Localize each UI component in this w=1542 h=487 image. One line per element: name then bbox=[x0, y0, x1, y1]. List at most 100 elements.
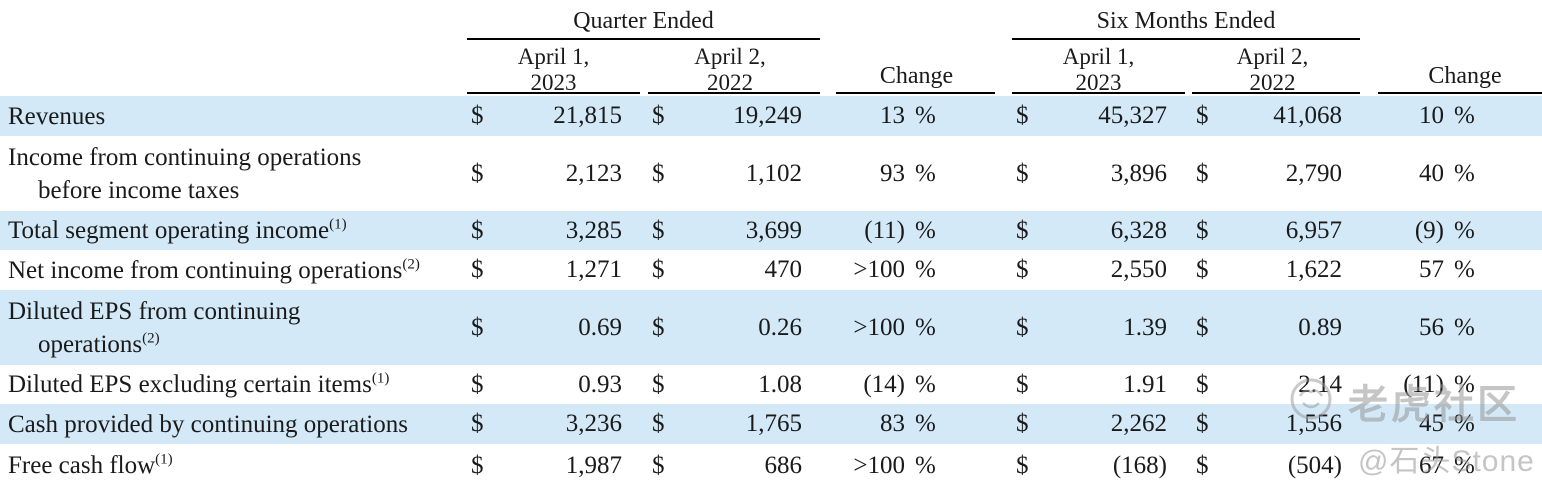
table-row: Diluted EPS excluding certain items(1) $… bbox=[0, 365, 1542, 404]
dollar-sign: $ bbox=[471, 451, 484, 479]
column-group-title: Six Months Ended bbox=[1096, 8, 1276, 34]
column-header-change: Change bbox=[879, 63, 954, 89]
dollar-sign: $ bbox=[471, 313, 484, 341]
dollar-sign: $ bbox=[1196, 256, 1209, 283]
table-row: Revenues $21,815 $19,249 13% $45,327 $41… bbox=[0, 96, 1542, 136]
value-quarter-change: 13% bbox=[838, 96, 995, 136]
dollar-sign: $ bbox=[1016, 451, 1029, 479]
column-rule bbox=[1012, 92, 1185, 94]
dollar-sign: $ bbox=[1196, 102, 1209, 129]
dollar-sign: $ bbox=[1016, 159, 1029, 187]
dollar-sign: $ bbox=[1196, 410, 1209, 437]
percent-sign: % bbox=[915, 370, 936, 398]
dollar-sign: $ bbox=[471, 159, 484, 187]
value-quarter-change: (11)% bbox=[838, 211, 995, 250]
dollar-sign: $ bbox=[1016, 102, 1029, 129]
value-quarter-change: 93% bbox=[838, 136, 995, 211]
value-sixmonths-2022: $1,622 bbox=[1196, 256, 1342, 283]
column-rule bbox=[1192, 92, 1360, 94]
value-sixmonths-2022: $41,068 bbox=[1196, 102, 1342, 129]
dollar-sign: $ bbox=[471, 370, 484, 398]
percent-sign: % bbox=[915, 102, 936, 129]
value-quarter-change: >100% bbox=[838, 290, 995, 365]
value-quarter-2022: $3,699 bbox=[652, 216, 802, 244]
value-sixmonths-change: 40% bbox=[1380, 136, 1534, 211]
value-quarter-change: 83% bbox=[838, 404, 995, 444]
value-quarter-change: (14)% bbox=[838, 365, 995, 404]
row-label: Diluted EPS from continuing operations(2… bbox=[8, 297, 301, 358]
dollar-sign: $ bbox=[1016, 410, 1029, 437]
value-sixmonths-2022: $2,790 bbox=[1196, 159, 1342, 187]
value-sixmonths-change: 57% bbox=[1380, 250, 1534, 290]
value-sixmonths-2022: $ (504) bbox=[1196, 451, 1342, 479]
watermark-user-handle: @石头Stone bbox=[1358, 445, 1535, 478]
dollar-sign: $ bbox=[652, 216, 665, 244]
column-rule bbox=[467, 92, 640, 94]
percent-sign: % bbox=[1454, 216, 1475, 244]
value-quarter-2023: $3,236 bbox=[471, 410, 622, 437]
percent-sign: % bbox=[1454, 102, 1475, 129]
percent-sign: % bbox=[1454, 159, 1475, 187]
percent-sign: % bbox=[915, 159, 936, 187]
percent-sign: % bbox=[915, 313, 936, 341]
value-sixmonths-change: (11)% bbox=[1380, 365, 1534, 404]
watermark-community-name: 老虎社区 bbox=[1348, 383, 1520, 427]
value-sixmonths-2023: $45,327 bbox=[1016, 102, 1167, 129]
value-sixmonths-2023: $2,550 bbox=[1016, 256, 1167, 283]
row-label: Cash provided by continuing operations bbox=[8, 410, 408, 438]
value-quarter-2022: $19,249 bbox=[652, 102, 802, 129]
table-row: Income from continuing operations before… bbox=[0, 136, 1542, 211]
value-quarter-2022: $686 bbox=[652, 451, 802, 479]
table-row: Cash provided by continuing operations $… bbox=[0, 404, 1542, 444]
value-sixmonths-change: (9)% bbox=[1380, 211, 1534, 250]
value-quarter-2023: $21,815 bbox=[471, 102, 622, 129]
dollar-sign: $ bbox=[652, 256, 665, 283]
value-sixmonths-change: 56% bbox=[1380, 290, 1534, 365]
column-rule bbox=[836, 92, 995, 94]
value-quarter-2022: $470 bbox=[652, 256, 802, 283]
six-months-ended-group: Six Months Ended April 1, 2023 April 2, … bbox=[1012, 8, 1360, 96]
value-quarter-2023: $0.93 bbox=[471, 370, 622, 398]
percent-sign: % bbox=[915, 216, 936, 244]
value-sixmonths-2023: $3,896 bbox=[1016, 159, 1167, 187]
percent-sign: % bbox=[915, 451, 936, 479]
dollar-sign: $ bbox=[1196, 451, 1209, 479]
dollar-sign: $ bbox=[652, 313, 665, 341]
dollar-sign: $ bbox=[1016, 370, 1029, 398]
value-quarter-2023: $1,271 bbox=[471, 256, 622, 283]
dollar-sign: $ bbox=[471, 102, 484, 129]
dollar-sign: $ bbox=[1016, 216, 1029, 244]
table-row: Net income from continuing operations(2)… bbox=[0, 250, 1542, 290]
table-row: Total segment operating income(1) $3,285… bbox=[0, 211, 1542, 250]
value-sixmonths-2023: $1.91 bbox=[1016, 370, 1167, 398]
table-header: Quarter Ended April 1, 2023 April 2, 202… bbox=[0, 0, 1542, 96]
value-sixmonths-change: 10% bbox=[1380, 96, 1534, 136]
value-quarter-2023: $1,987 bbox=[471, 451, 622, 479]
header-rule bbox=[467, 38, 820, 40]
percent-sign: % bbox=[915, 256, 936, 283]
column-rule bbox=[648, 92, 820, 94]
percent-sign: % bbox=[1454, 313, 1475, 341]
value-sixmonths-2022: $0.89 bbox=[1196, 313, 1342, 341]
dollar-sign: $ bbox=[652, 410, 665, 437]
value-quarter-2023: $3,285 bbox=[471, 216, 622, 244]
value-sixmonths-2022: $2.14 bbox=[1196, 370, 1342, 398]
column-rule bbox=[1378, 92, 1542, 94]
dollar-sign: $ bbox=[1196, 313, 1209, 341]
row-label: Total segment operating income(1) bbox=[8, 216, 347, 244]
value-quarter-2022: $1.08 bbox=[652, 370, 802, 398]
value-sixmonths-2023: $2,262 bbox=[1016, 410, 1167, 437]
dollar-sign: $ bbox=[471, 410, 484, 437]
column-header-date: April 2, 2022 bbox=[1236, 44, 1309, 95]
value-sixmonths-2022: $1,556 bbox=[1196, 410, 1342, 437]
value-quarter-2022: $1,765 bbox=[652, 410, 802, 437]
percent-sign: % bbox=[1454, 256, 1475, 283]
value-sixmonths-2023: $1.39 bbox=[1016, 313, 1167, 341]
value-quarter-2023: $2,123 bbox=[471, 159, 622, 187]
dollar-sign: $ bbox=[1196, 159, 1209, 187]
dollar-sign: $ bbox=[1196, 216, 1209, 244]
value-sixmonths-change: 45% bbox=[1380, 404, 1534, 444]
dollar-sign: $ bbox=[471, 256, 484, 283]
value-sixmonths-2023: $ (168) bbox=[1016, 451, 1167, 479]
column-header-date: April 1, 2023 bbox=[1062, 44, 1135, 95]
